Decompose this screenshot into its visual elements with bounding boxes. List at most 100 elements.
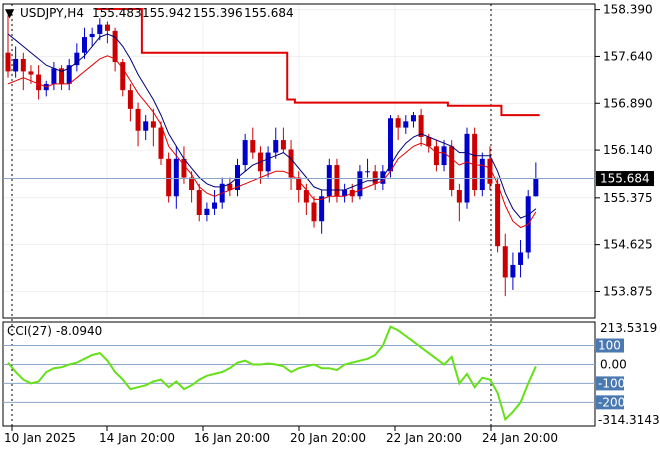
current-price-tag: 155.684 <box>596 171 654 187</box>
candle-body <box>227 183 233 191</box>
candle-body <box>418 115 424 137</box>
time-label: 22 Jan 20:00 <box>386 431 462 445</box>
candle-body <box>472 133 478 191</box>
candle-body <box>181 158 187 178</box>
candle-body <box>296 177 302 191</box>
candle-body <box>518 252 524 265</box>
price-label: 154.625 <box>603 238 653 252</box>
low-value: 155.396 <box>193 6 243 20</box>
candle-body <box>166 158 172 197</box>
candle-body <box>342 190 348 197</box>
candle-body <box>59 68 65 84</box>
candle-body <box>13 58 19 72</box>
candle-body <box>89 33 95 38</box>
symbol-label: USDJPY,H4 <box>20 6 84 20</box>
candle-body <box>280 140 286 150</box>
candle-body <box>372 171 378 184</box>
cci-level-label: 100 <box>598 339 621 353</box>
candle-body <box>334 165 340 197</box>
candle-body <box>311 202 317 222</box>
candle-body <box>212 202 218 209</box>
time-label: 16 Jan 20:00 <box>194 431 270 445</box>
open-value: 155.483 <box>92 6 142 20</box>
candle-body <box>449 146 455 191</box>
candle-body <box>36 74 42 91</box>
candle-body <box>326 165 332 197</box>
current-price-label: 155.684 <box>600 172 650 186</box>
cci-level-tag-bg <box>596 376 624 391</box>
candle-body <box>143 121 149 131</box>
candle-body <box>104 24 110 31</box>
candle-body <box>242 140 248 166</box>
cci-level-tag-bg <box>596 395 624 410</box>
cci-line <box>7 325 537 422</box>
candle-body <box>204 208 210 215</box>
price-label: 157.640 <box>603 49 653 63</box>
cci-level-label: -100 <box>598 376 625 390</box>
candle-body <box>456 190 462 203</box>
current-price-tag-bg <box>596 171 654 187</box>
cci-min-label: -314.3143 <box>598 413 660 427</box>
candle-body <box>250 140 256 153</box>
candle-body <box>403 121 409 128</box>
candle-body <box>464 133 470 203</box>
candle-body <box>319 196 325 222</box>
candle-body <box>303 190 309 203</box>
day-separators <box>11 4 492 426</box>
candle-body <box>479 158 485 191</box>
time-label: 20 Jan 20:00 <box>290 431 366 445</box>
candle-body <box>533 178 539 197</box>
time-label: 14 Jan 20:00 <box>99 431 175 445</box>
price-label: 153.875 <box>603 284 653 298</box>
candle-body <box>5 52 11 72</box>
candle-body <box>158 127 164 159</box>
close-value: 155.684 <box>244 6 294 20</box>
candle-body <box>426 136 432 147</box>
candle-body <box>388 118 393 172</box>
candle-body <box>97 24 103 34</box>
cci-level-label: 0.00 <box>600 357 627 371</box>
high-value: 155.942 <box>142 6 192 20</box>
candle-body <box>395 118 401 128</box>
time-label: 24 Jan 20:00 <box>482 431 558 445</box>
fast-moving-average-line <box>7 55 537 229</box>
candle-body <box>441 146 447 166</box>
trailing-stop-path <box>95 7 540 117</box>
candle-body <box>51 68 57 84</box>
candle-body <box>196 190 202 215</box>
slow-moving-average-line <box>7 33 537 219</box>
candle-body <box>127 90 133 109</box>
candle-body <box>433 146 439 166</box>
candle-body <box>502 246 508 278</box>
cci-axis: 213.5319 -314.3143 <box>598 321 660 427</box>
candle-body <box>173 158 179 197</box>
candle-body <box>189 177 195 191</box>
candle-body <box>112 30 118 63</box>
candle-body <box>20 58 26 72</box>
candlesticks <box>5 15 539 297</box>
candle-body <box>135 108 141 131</box>
chart-header: ▼ USDJPY,H4 155.483 155.942 155.396 155.… <box>5 6 294 20</box>
candle-body <box>410 115 416 122</box>
cci-level-label: -200 <box>598 395 625 409</box>
time-axis: 10 Jan 2025 14 Jan 20:00 16 Jan 20:00 20… <box>4 426 558 445</box>
candle-body <box>510 264 516 278</box>
cci-level-tag-bg <box>596 338 624 353</box>
price-label: 158.390 <box>603 3 653 17</box>
dropdown-arrow-icon[interactable]: ▼ <box>5 6 15 20</box>
candle-body <box>273 140 279 153</box>
main-chart-frame <box>2 3 596 319</box>
candle-body <box>150 121 156 128</box>
candle-body <box>288 149 294 178</box>
candle-body <box>120 62 126 91</box>
cci-levels: 100 0.00 -100 -200 <box>3 338 627 410</box>
cci-value: -8.0940 <box>56 324 102 338</box>
candle-body <box>66 65 72 84</box>
cci-name: CCI(27) <box>7 324 52 338</box>
cci-header: CCI(27) -8.0940 <box>7 324 102 338</box>
candle-body <box>82 37 87 53</box>
price-label: 155.375 <box>603 191 653 205</box>
time-label: 10 Jan 2025 <box>4 431 76 445</box>
price-label: 156.890 <box>603 96 653 110</box>
